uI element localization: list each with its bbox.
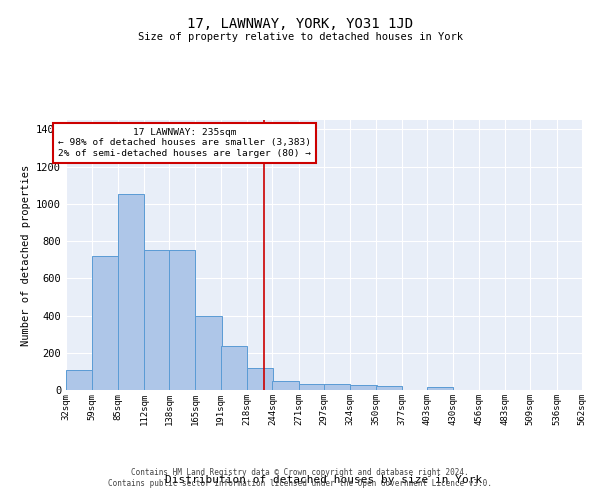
Text: Size of property relative to detached houses in York: Size of property relative to detached ho…	[137, 32, 463, 42]
Bar	[247, 368, 274, 390]
Bar	[221, 346, 247, 390]
Bar	[92, 256, 119, 390]
Bar	[427, 387, 454, 390]
Bar	[272, 380, 299, 390]
Y-axis label: Number of detached properties: Number of detached properties	[20, 164, 31, 346]
Bar	[324, 384, 350, 390]
X-axis label: Distribution of detached houses by size in York: Distribution of detached houses by size …	[166, 475, 482, 485]
Bar	[144, 250, 170, 390]
Text: 17 LAWNWAY: 235sqm
← 98% of detached houses are smaller (3,383)
2% of semi-detac: 17 LAWNWAY: 235sqm ← 98% of detached hou…	[58, 128, 311, 158]
Bar	[118, 194, 144, 390]
Bar	[376, 386, 402, 390]
Bar	[196, 316, 222, 390]
Bar	[66, 370, 92, 390]
Bar	[169, 250, 196, 390]
Bar	[299, 384, 325, 390]
Text: 17, LAWNWAY, YORK, YO31 1JD: 17, LAWNWAY, YORK, YO31 1JD	[187, 18, 413, 32]
Bar	[350, 386, 377, 390]
Text: Contains HM Land Registry data © Crown copyright and database right 2024.
Contai: Contains HM Land Registry data © Crown c…	[108, 468, 492, 487]
